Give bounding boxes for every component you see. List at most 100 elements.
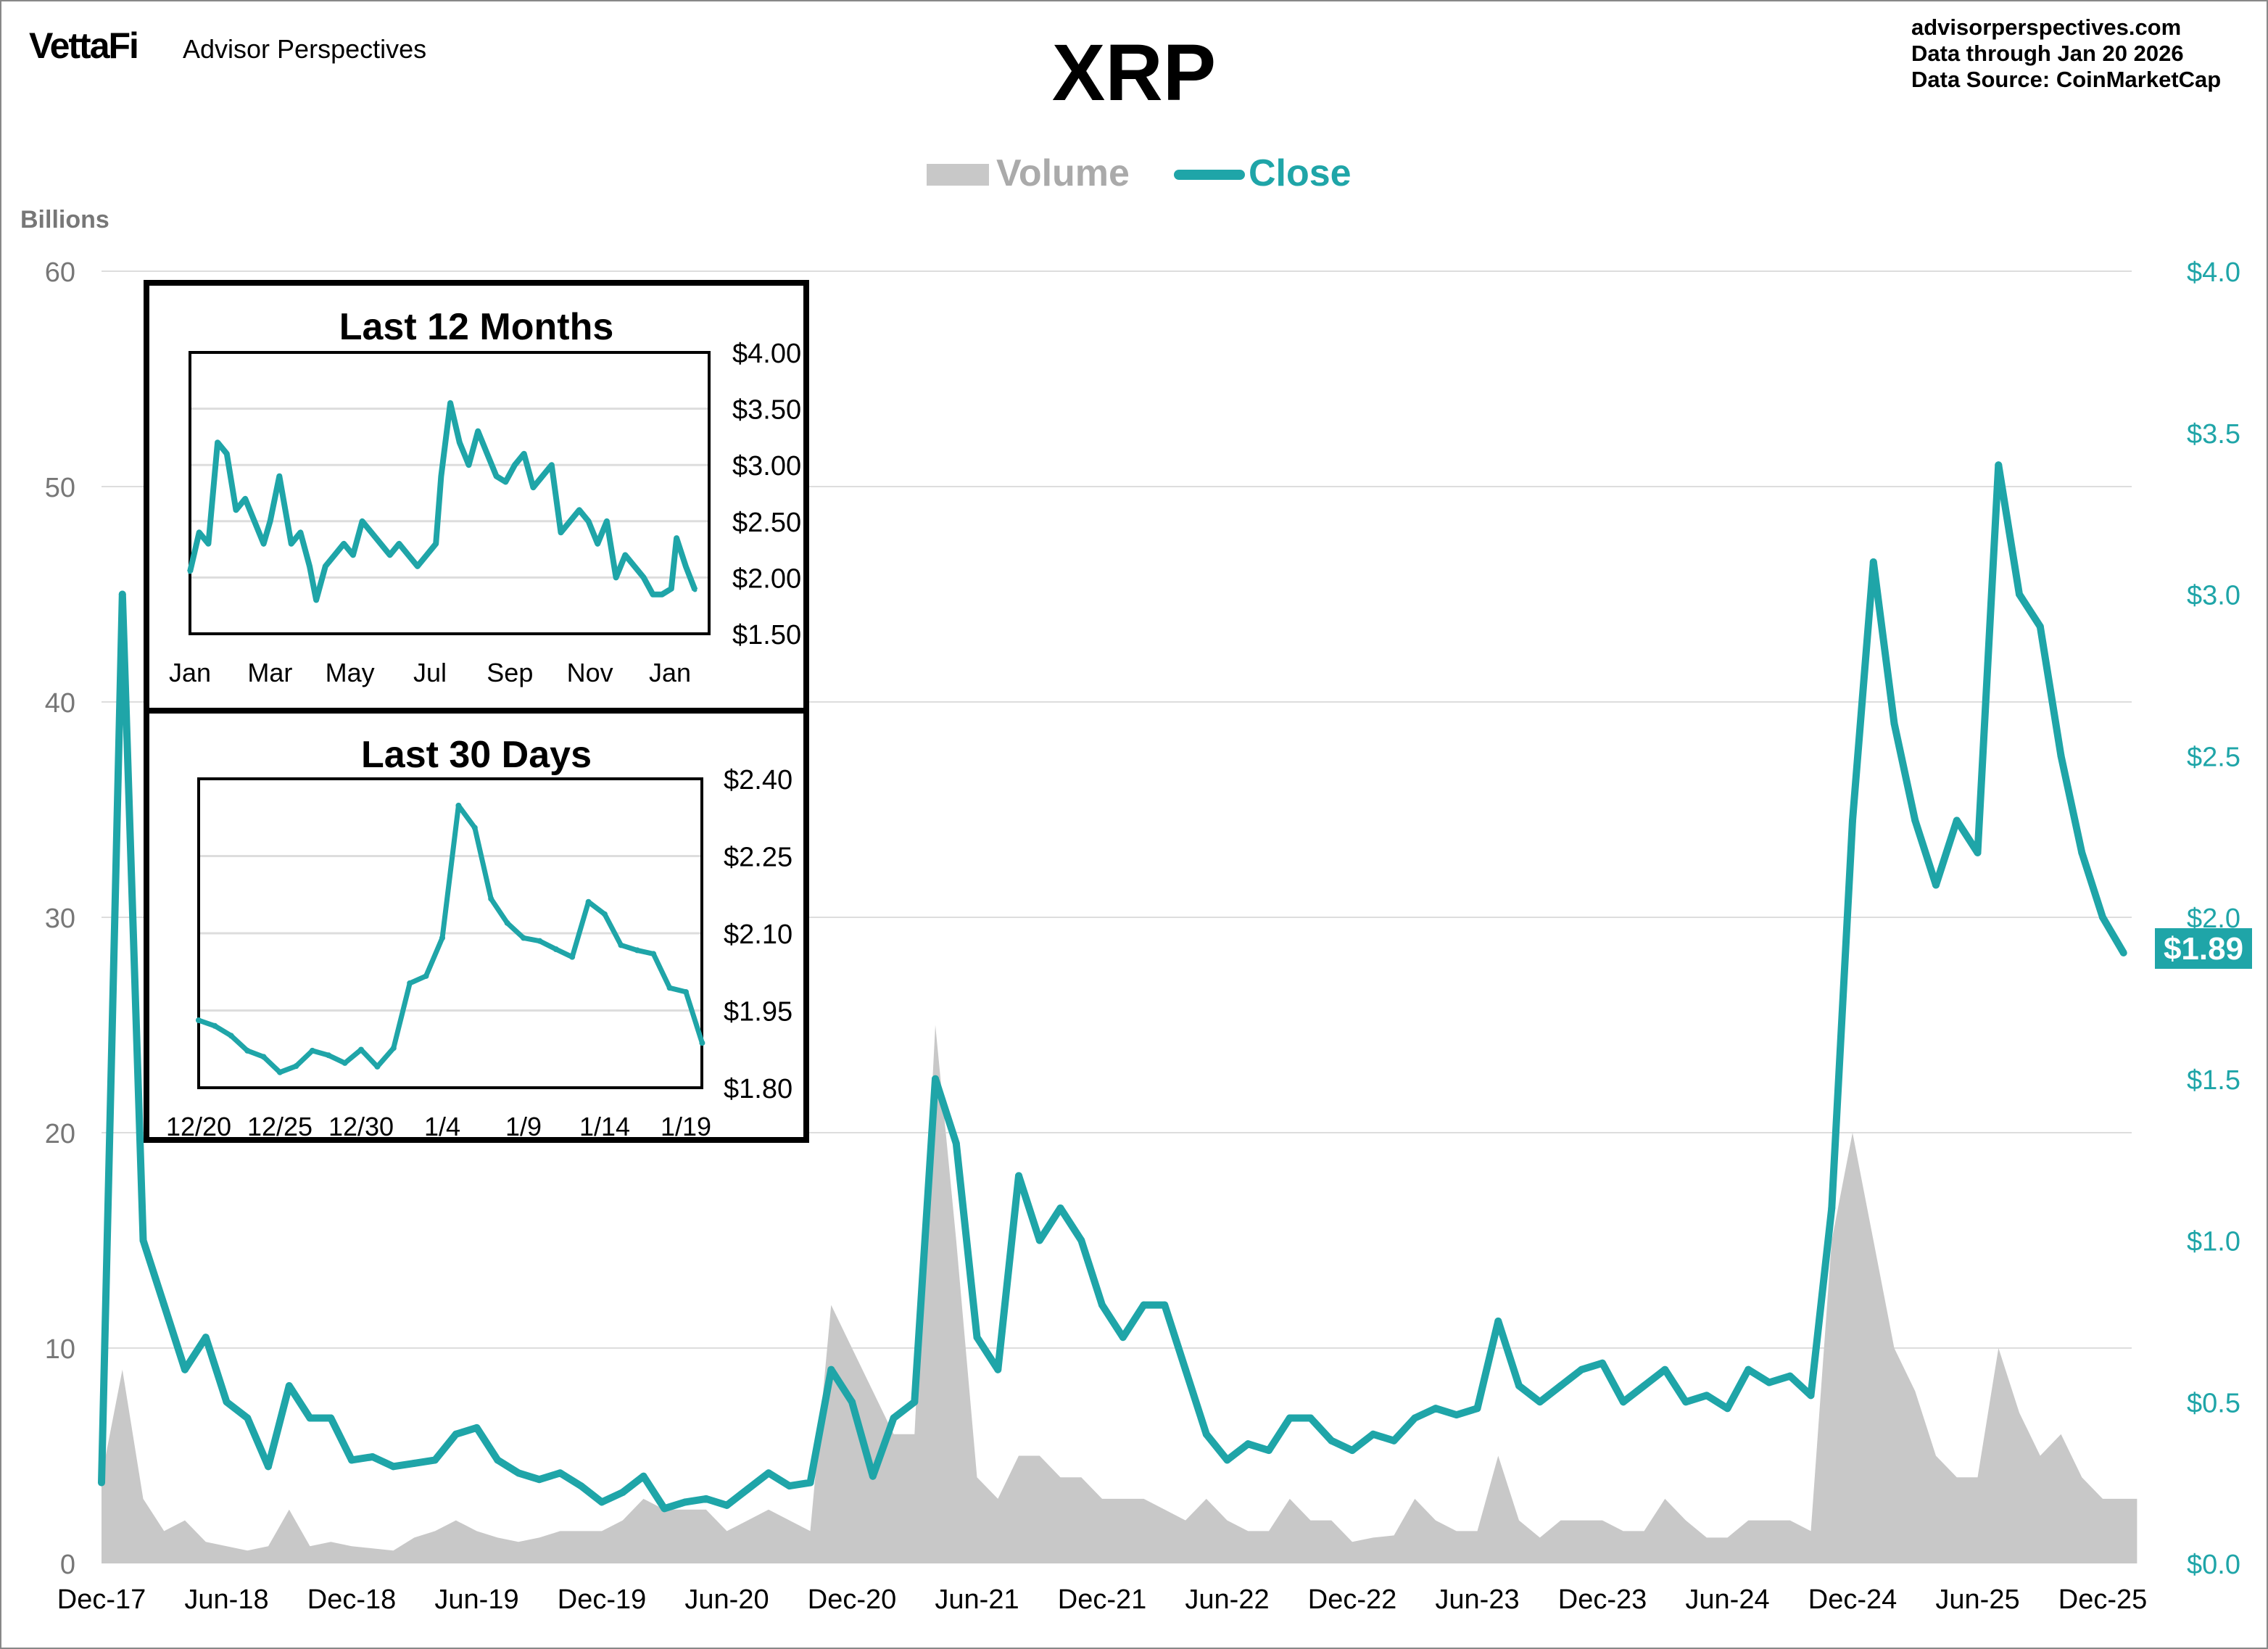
inset-close-point [569, 954, 576, 960]
inset-x-tick-label: 1/4 [424, 1112, 460, 1141]
inset-close-point [289, 541, 294, 546]
close-point [1223, 1456, 1231, 1464]
inset-close-point [244, 1047, 251, 1054]
inset-close-point [448, 400, 453, 405]
inset-y-tick-label: $3.00 [732, 451, 801, 482]
inset-close-point [212, 1022, 218, 1029]
inset-close-point [540, 474, 545, 479]
inset-close-point [342, 541, 347, 546]
inset-close-point [424, 553, 429, 558]
x-tick-label: Jun-25 [1935, 1584, 2019, 1615]
inset-x-tick-label: 1/14 [579, 1112, 630, 1141]
right-tick-label: $0.0 [2187, 1550, 2240, 1580]
inset-frame [144, 708, 809, 1143]
close-point [473, 1423, 481, 1431]
close-point [1766, 1379, 1773, 1386]
inset-close-point [215, 440, 220, 445]
close-point [389, 1463, 397, 1471]
close-point [515, 1469, 522, 1477]
inset-x-tick-label: 12/20 [166, 1112, 231, 1141]
close-point [139, 1236, 147, 1244]
inset-close-point [314, 598, 319, 603]
inset-close-point [277, 1069, 283, 1075]
close-point [1515, 1381, 1523, 1389]
close-point [890, 1414, 898, 1422]
x-tick-label: Dec-19 [558, 1584, 647, 1615]
inset-close-point [683, 988, 689, 995]
close-point [1786, 1372, 1794, 1380]
inset-close-point [471, 824, 478, 831]
close-point [1307, 1414, 1315, 1422]
close-point [1723, 1405, 1731, 1413]
data-source: Data Source: CoinMarketCap [1911, 67, 2221, 92]
last-price-badge [2155, 928, 2252, 969]
close-point [598, 1498, 605, 1506]
inset-close-point [537, 938, 543, 944]
inset-close-point [224, 451, 229, 456]
site-url: advisorperspectives.com [1911, 15, 2181, 40]
close-point [265, 1463, 272, 1471]
inset-y-tick-label: $1.95 [724, 997, 792, 1028]
inset-close-point [512, 463, 517, 468]
close-point [1390, 1437, 1398, 1445]
inset-close-point [683, 563, 688, 569]
inset-close-point [260, 1054, 267, 1060]
close-point [98, 1479, 105, 1487]
left-tick-label: 20 [45, 1119, 75, 1149]
vettafi-logo: VettaFi [29, 25, 138, 66]
inset-x-tick-label: Jan [649, 658, 691, 687]
inset-close-point [206, 541, 211, 546]
close-point [1098, 1301, 1106, 1309]
inset-close-point [521, 935, 526, 941]
close-point [1807, 1392, 1815, 1400]
close-point [1849, 817, 1856, 824]
inset-close-point [196, 1017, 202, 1023]
inset-close-point [457, 440, 462, 445]
left-axis-label: Billions [20, 206, 109, 233]
close-point [1035, 1236, 1043, 1244]
inset-title: Last 12 Months [339, 306, 614, 348]
close-point [1682, 1398, 1689, 1406]
inset-x-tick-label: Jul [413, 658, 447, 687]
close-point [932, 1075, 939, 1083]
inset-close-point [326, 1052, 332, 1059]
close-point [223, 1398, 231, 1406]
close-point [848, 1398, 856, 1406]
close-point [1911, 817, 1919, 824]
inset-y-tick-label: $2.10 [724, 919, 792, 950]
close-point [1432, 1405, 1439, 1413]
inset-close-point [439, 935, 445, 941]
inset-close-point [390, 1045, 397, 1051]
inset-close-point [632, 563, 637, 569]
close-point [785, 1482, 793, 1490]
inset-close-point [387, 553, 392, 558]
inset-y-tick-label: $1.50 [732, 620, 801, 650]
inset-close-point [613, 575, 618, 580]
close-point [973, 1334, 981, 1342]
close-point [723, 1501, 731, 1509]
close-point [2119, 949, 2127, 957]
inset-close-point [476, 429, 481, 434]
close-point [118, 590, 126, 598]
close-point [994, 1365, 1002, 1373]
legend-close-label: Close [1249, 152, 1352, 194]
inset-close-point [434, 541, 439, 546]
close-point [2078, 848, 2086, 856]
inset-y-tick-label: $2.40 [724, 765, 792, 795]
inset-close-point [188, 569, 192, 574]
inset-close-point [634, 947, 640, 954]
inset-close-point [660, 592, 665, 597]
inset-close-point [407, 980, 413, 986]
inset-close-point [692, 587, 698, 592]
inset-x-tick-label: Mar [247, 658, 292, 687]
inset-x-tick-label: May [326, 658, 375, 687]
x-tick-label: Dec-21 [1058, 1584, 1147, 1615]
close-point [1349, 1447, 1356, 1455]
inset-close-point [309, 1047, 315, 1054]
inset-x-tick-label: Sep [487, 658, 533, 687]
inset-close-point [586, 518, 591, 524]
x-tick-label: Jun-24 [1685, 1584, 1769, 1615]
inset-y-tick-label: $1.80 [724, 1074, 792, 1104]
close-point [744, 1485, 752, 1493]
inset-close-point [439, 474, 444, 479]
